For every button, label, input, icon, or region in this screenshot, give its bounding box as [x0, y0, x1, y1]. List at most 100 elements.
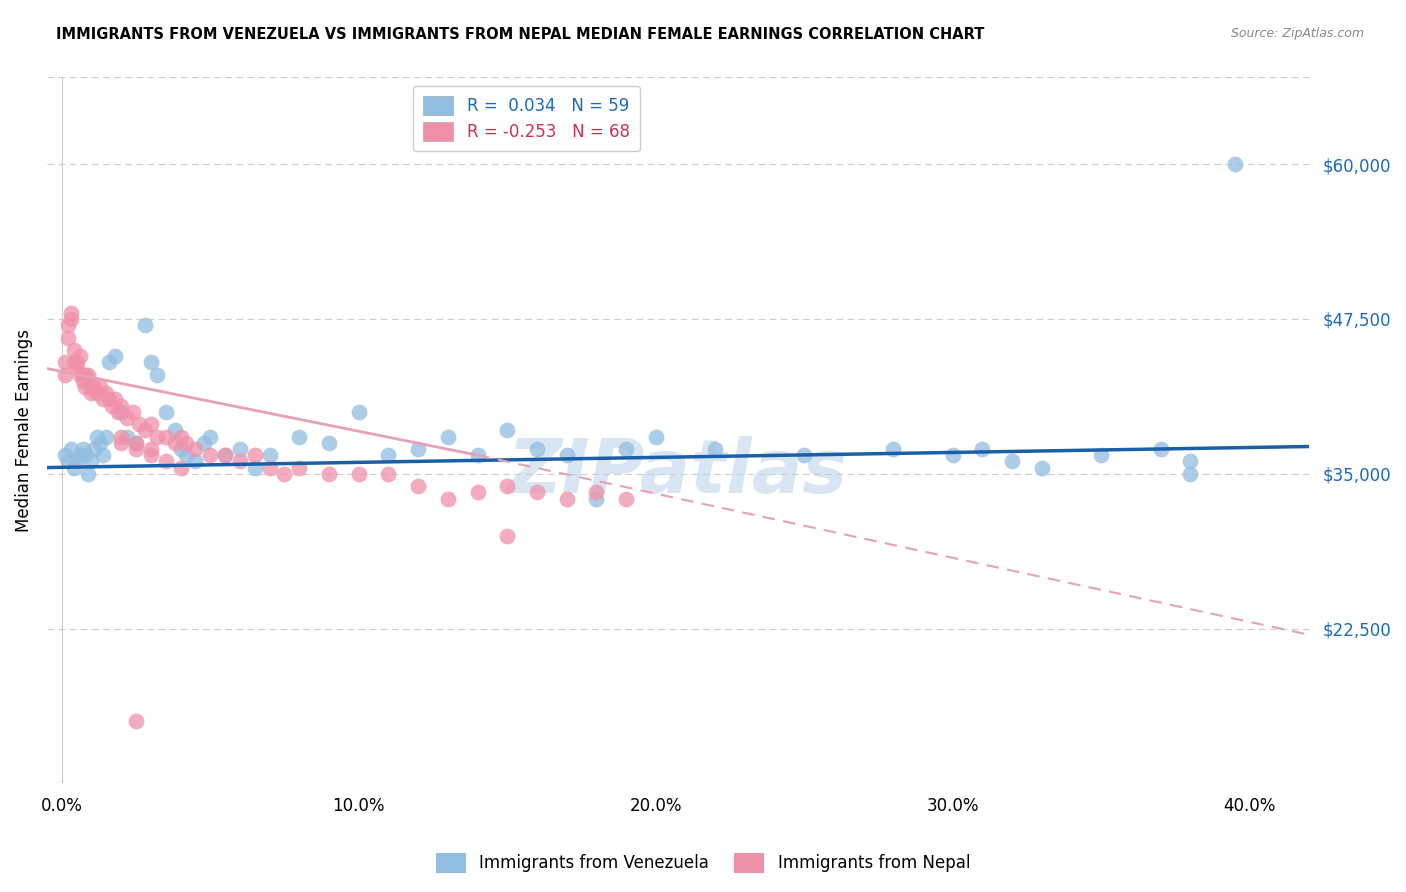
Point: [496, 479, 519, 493]
Point: [107, 405, 129, 419]
Point: [467, 448, 489, 462]
Point: [72, 368, 94, 382]
Text: IMMIGRANTS FROM VENEZUELA VS IMMIGRANTS FROM NEPAL MEDIAN FEMALE EARNINGS CORREL: IMMIGRANTS FROM VENEZUELA VS IMMIGRANTS …: [56, 27, 984, 42]
Point: [467, 485, 489, 500]
Point: [1001, 454, 1024, 468]
Point: [614, 491, 637, 506]
Point: [104, 349, 127, 363]
Point: [77, 467, 100, 481]
Point: [77, 374, 100, 388]
Point: [53, 368, 76, 382]
Legend: R =  0.034   N = 59, R = -0.253   N = 68: R = 0.034 N = 59, R = -0.253 N = 68: [413, 86, 640, 151]
Point: [110, 405, 132, 419]
Point: [200, 429, 222, 443]
Point: [1031, 460, 1053, 475]
Point: [1149, 442, 1171, 456]
Point: [62, 355, 84, 369]
Point: [115, 411, 138, 425]
Point: [972, 442, 994, 456]
Point: [704, 442, 727, 456]
Point: [377, 467, 399, 481]
Point: [406, 479, 429, 493]
Point: [793, 448, 815, 462]
Point: [62, 343, 84, 357]
Point: [200, 448, 222, 462]
Point: [125, 442, 148, 456]
Point: [614, 442, 637, 456]
Point: [125, 435, 148, 450]
Point: [65, 361, 87, 376]
Point: [259, 448, 281, 462]
Point: [139, 448, 162, 462]
Point: [347, 467, 370, 481]
Point: [155, 429, 177, 443]
Point: [80, 454, 103, 468]
Point: [585, 491, 607, 506]
Point: [91, 448, 114, 462]
Point: [62, 460, 84, 475]
Point: [56, 330, 79, 344]
Point: [229, 442, 252, 456]
Point: [243, 460, 266, 475]
Point: [139, 442, 162, 456]
Point: [59, 442, 82, 456]
Point: [214, 448, 236, 462]
Text: Source: ZipAtlas.com: Source: ZipAtlas.com: [1230, 27, 1364, 40]
Point: [496, 424, 519, 438]
Point: [273, 467, 295, 481]
Point: [406, 442, 429, 456]
Point: [184, 442, 207, 456]
Point: [155, 454, 177, 468]
Point: [89, 380, 111, 394]
Point: [98, 392, 121, 407]
Point: [110, 429, 132, 443]
Point: [110, 435, 132, 450]
Point: [83, 380, 105, 394]
Point: [163, 424, 186, 438]
Point: [169, 429, 191, 443]
Point: [1180, 467, 1202, 481]
Point: [72, 374, 94, 388]
Point: [59, 306, 82, 320]
Point: [86, 386, 108, 401]
Point: [53, 448, 76, 462]
Point: [98, 355, 121, 369]
Point: [77, 368, 100, 382]
Point: [229, 454, 252, 468]
Point: [72, 442, 94, 456]
Point: [555, 448, 578, 462]
Point: [134, 424, 156, 438]
Point: [80, 386, 103, 401]
Point: [69, 448, 91, 462]
Point: [526, 485, 548, 500]
Point: [214, 448, 236, 462]
Point: [169, 460, 191, 475]
Point: [56, 454, 79, 468]
Point: [128, 417, 150, 432]
Point: [437, 491, 460, 506]
Point: [644, 429, 666, 443]
Point: [193, 435, 215, 450]
Point: [163, 435, 186, 450]
Point: [65, 454, 87, 468]
Point: [134, 318, 156, 332]
Point: [96, 429, 118, 443]
Point: [585, 485, 607, 500]
Point: [65, 355, 87, 369]
Point: [288, 460, 311, 475]
Y-axis label: Median Female Earnings: Median Female Earnings: [15, 329, 32, 532]
Point: [96, 386, 118, 401]
Point: [122, 405, 145, 419]
Point: [437, 429, 460, 443]
Point: [69, 368, 91, 382]
Point: [288, 429, 311, 443]
Point: [1090, 448, 1112, 462]
Legend: Immigrants from Venezuela, Immigrants from Nepal: Immigrants from Venezuela, Immigrants fr…: [429, 847, 977, 880]
Point: [347, 405, 370, 419]
Point: [526, 442, 548, 456]
Point: [75, 380, 97, 394]
Text: ZIPatlas: ZIPatlas: [508, 436, 848, 509]
Point: [1223, 157, 1246, 171]
Point: [555, 491, 578, 506]
Point: [139, 417, 162, 432]
